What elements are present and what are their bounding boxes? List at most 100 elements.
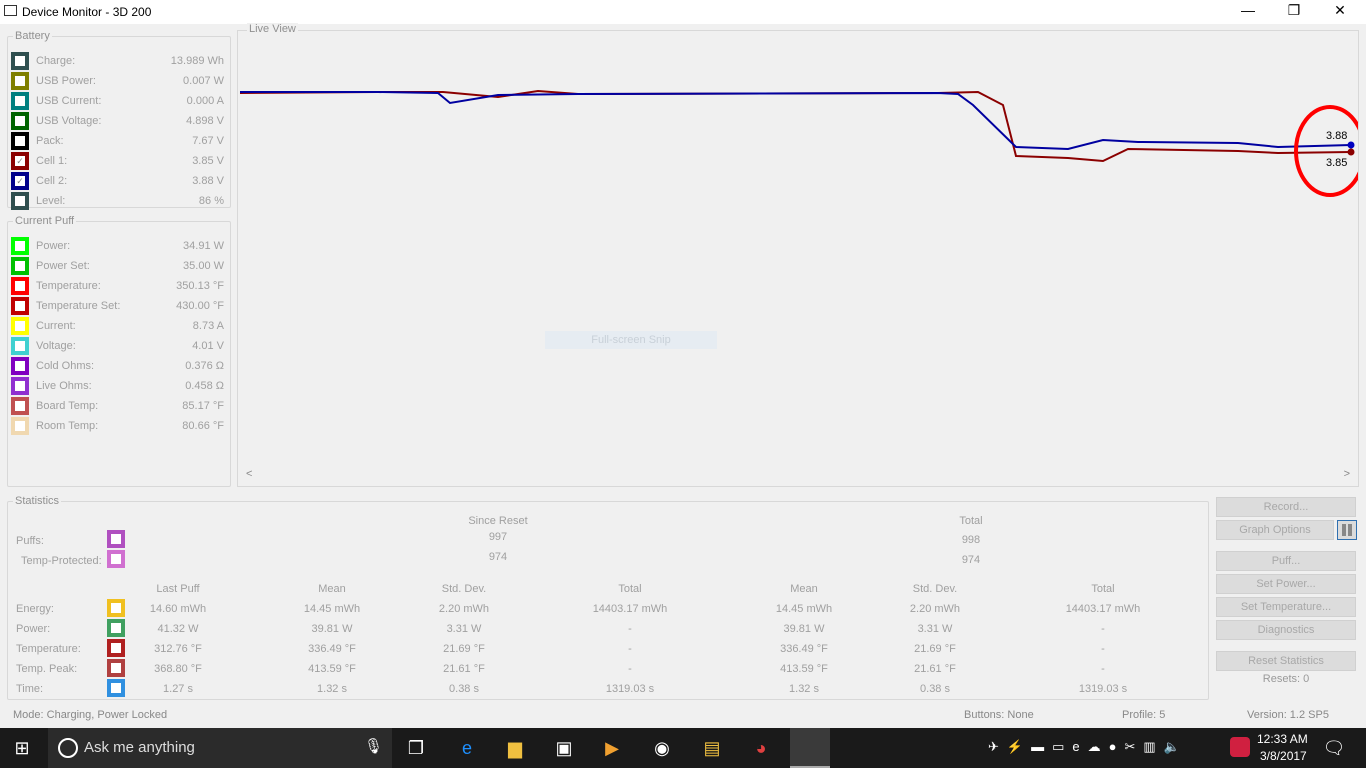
mode-status: Mode: Charging, Power Locked (13, 709, 168, 721)
stat-color-checkbox[interactable] (107, 619, 125, 637)
reset-statistics-button[interactable]: Reset Statistics (1216, 651, 1356, 671)
series-color-checkbox[interactable] (11, 397, 29, 415)
stat-cell: 3.31 W (446, 623, 482, 635)
restore-button[interactable]: ❐ (1287, 2, 1301, 18)
temp_protected-label: Temp-Protected: (21, 555, 102, 567)
puff-button[interactable]: Puff... (1216, 551, 1356, 571)
monitor-row: Current: 8.73 A (8, 316, 230, 336)
stat-cell: 21.61 °F (914, 663, 956, 675)
monitor-row: Live Ohms: 0.458 Ω (8, 376, 230, 396)
monitor-row: ✓ Cell 2: 3.88 V (8, 171, 230, 191)
series-color-checkbox[interactable] (11, 132, 29, 150)
set-power-button[interactable]: Set Power... (1216, 574, 1356, 594)
file-explorer-icon[interactable]: ▆ (508, 738, 522, 758)
record-button[interactable]: Record... (1216, 497, 1356, 517)
search-placeholder: Ask me anything (84, 739, 195, 756)
monitor-row: ✓ Cell 1: 3.85 V (8, 151, 230, 171)
current-puff-title: Current Puff (15, 215, 75, 227)
tray-app-icon[interactable] (1230, 737, 1250, 757)
diagnostics-button[interactable]: Diagnostics (1216, 620, 1356, 640)
set-temperature-button[interactable]: Set Temperature... (1216, 597, 1356, 617)
puffs-since-reset: 997 (488, 531, 508, 543)
stat-cell: 1.27 s (163, 683, 193, 695)
series-color-checkbox[interactable] (11, 92, 29, 110)
row-label: Cell 1: (36, 155, 68, 167)
series-color-checkbox[interactable] (11, 192, 29, 210)
stat-cell: 312.76 °F (154, 643, 202, 655)
cell1-value-label: 3.85 (1326, 157, 1348, 169)
stat-color-checkbox[interactable] (107, 639, 125, 657)
stat-cell: 14403.17 mWh (1065, 603, 1141, 615)
stat-cell: 21.61 °F (443, 663, 485, 675)
series-color-checkbox[interactable] (11, 417, 29, 435)
windows-start-icon[interactable]: ⊞ (14, 738, 30, 758)
graph-options-button[interactable]: Graph Options (1216, 520, 1334, 540)
series-color-checkbox[interactable] (11, 277, 29, 295)
series-color-checkbox[interactable] (11, 112, 29, 130)
row-label: USB Power: (36, 75, 96, 87)
series-color-checkbox[interactable]: ✓ (11, 172, 29, 190)
stat-color-checkbox[interactable] (107, 659, 125, 677)
stat-row-label: Temp. Peak: (16, 663, 78, 675)
row-value: 0.007 W (183, 75, 224, 87)
row-value: 0.000 A (186, 95, 224, 107)
stat-cell: 21.69 °F (914, 643, 956, 655)
total-header: Total (959, 515, 983, 527)
notes-icon[interactable]: ▤ (703, 738, 721, 758)
scroll-left-button[interactable]: < (246, 468, 253, 480)
series-color-checkbox[interactable] (11, 317, 29, 335)
row-value: 80.66 °F (182, 420, 224, 432)
store-icon[interactable]: ▣ (555, 738, 573, 758)
series-color-checkbox[interactable] (11, 72, 29, 90)
device-monitor-taskbar-icon[interactable] (790, 728, 830, 768)
system-tray-icons[interactable]: ✈⚡▬▭e☁●✂▥🔈 (988, 739, 1188, 754)
pause-button[interactable] (1337, 520, 1357, 540)
monitor-row: Temperature Set: 430.00 °F (8, 296, 230, 316)
puffs-color-checkbox[interactable] (107, 530, 125, 548)
series-color-checkbox[interactable] (11, 357, 29, 375)
media-player-icon[interactable]: ▶ (605, 738, 619, 758)
row-label: Pack: (36, 135, 64, 147)
minimize-button[interactable]: — (1241, 2, 1255, 18)
row-label: Live Ohms: (36, 380, 92, 392)
window-title: Device Monitor - 3D 200 (22, 5, 152, 19)
cortana-icon (58, 738, 78, 758)
clock-date[interactable]: 3/8/2017 (1260, 749, 1307, 763)
red-annotation-circle (1294, 105, 1358, 197)
series-color-checkbox[interactable]: ✓ (11, 152, 29, 170)
row-label: Level: (36, 195, 66, 207)
cortana-search[interactable]: Ask me anything 🎙 (48, 728, 392, 768)
stat-cell: 413.59 °F (780, 663, 828, 675)
series-color-checkbox[interactable] (11, 237, 29, 255)
cell2-value-label: 3.88 (1326, 130, 1348, 142)
task-view-icon[interactable]: ❐ (407, 738, 425, 758)
microphone-icon[interactable]: 🎙 (364, 738, 384, 755)
series-color-checkbox[interactable] (11, 297, 29, 315)
monitor-row: USB Voltage: 4.898 V (8, 111, 230, 131)
stat-color-checkbox[interactable] (107, 599, 125, 617)
action-center-icon[interactable]: 🗨 (1322, 738, 1346, 758)
monitor-row: Cold Ohms: 0.376 Ω (8, 356, 230, 376)
row-value: 350.13 °F (176, 280, 224, 292)
row-value: 4.898 V (186, 115, 224, 127)
row-value: 0.376 Ω (185, 360, 224, 372)
scroll-right-button[interactable]: > (1343, 468, 1350, 480)
temp_protected-total: 974 (961, 554, 981, 566)
monitor-row: Pack: 7.67 V (8, 131, 230, 151)
series-color-checkbox[interactable] (11, 257, 29, 275)
clock-time[interactable]: 12:33 AM (1257, 732, 1308, 746)
stat-cell: - (1101, 663, 1105, 675)
puffs-total: 998 (961, 534, 981, 546)
stat-color-checkbox[interactable] (107, 679, 125, 697)
series-color-checkbox[interactable] (11, 377, 29, 395)
series-color-checkbox[interactable] (11, 52, 29, 70)
stat-cell: 1319.03 s (605, 683, 655, 695)
series-color-checkbox[interactable] (11, 337, 29, 355)
temp_protected-color-checkbox[interactable] (107, 550, 125, 568)
chrome-icon[interactable]: ◕ (755, 738, 767, 758)
eye-app-icon[interactable]: ◉ (654, 738, 670, 758)
stat-cell: - (1101, 623, 1105, 635)
row-label: Cold Ohms: (36, 360, 95, 372)
edge-icon[interactable]: e (461, 738, 472, 758)
close-button[interactable]: ✕ (1334, 2, 1346, 18)
